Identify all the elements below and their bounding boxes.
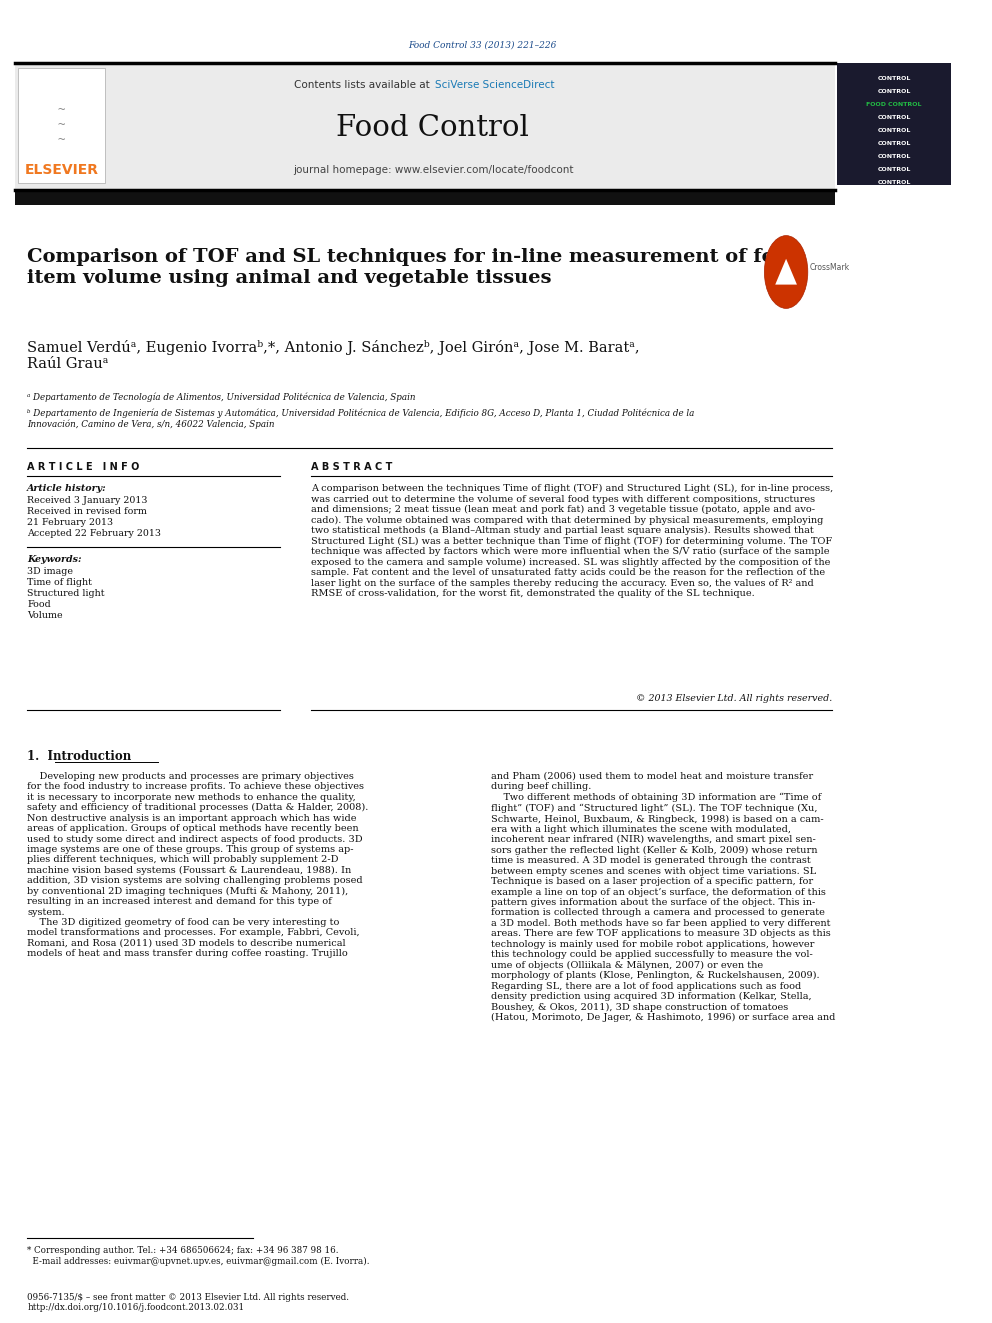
Text: CONTROL: CONTROL xyxy=(877,115,911,120)
Text: Food Control: Food Control xyxy=(336,114,530,142)
Text: and Pham (2006) used them to model heat and moisture transfer
during beef chilli: and Pham (2006) used them to model heat … xyxy=(491,773,835,1023)
Text: 3D image: 3D image xyxy=(27,568,73,576)
Text: FOOD CONTROL: FOOD CONTROL xyxy=(866,102,922,107)
Bar xyxy=(15,64,834,191)
Text: Comparison of TOF and SL techniques for in-line measurement of food
item volume : Comparison of TOF and SL techniques for … xyxy=(27,247,802,287)
Text: 21 February 2013: 21 February 2013 xyxy=(27,519,113,527)
Text: ᵇ Departamento de Ingeniería de Sistemas y Automática, Universidad Politécnica d: ᵇ Departamento de Ingeniería de Sistemas… xyxy=(27,407,694,429)
Text: journal homepage: www.elsevier.com/locate/foodcont: journal homepage: www.elsevier.com/locat… xyxy=(293,165,573,175)
Text: Contents lists available at: Contents lists available at xyxy=(294,79,433,90)
Text: © 2013 Elsevier Ltd. All rights reserved.: © 2013 Elsevier Ltd. All rights reserved… xyxy=(636,695,832,703)
Text: Time of flight: Time of flight xyxy=(27,578,92,587)
Bar xyxy=(18,67,105,183)
Ellipse shape xyxy=(765,235,807,308)
Text: ᵃ Departamento de Tecnología de Alimentos, Universidad Politécnica de Valencia, : ᵃ Departamento de Tecnología de Alimento… xyxy=(27,393,416,402)
Text: CONTROL: CONTROL xyxy=(877,75,911,81)
Text: ELSEVIER: ELSEVIER xyxy=(24,163,98,177)
Bar xyxy=(15,191,834,205)
Text: CONTROL: CONTROL xyxy=(877,153,911,159)
Text: CONTROL: CONTROL xyxy=(877,142,911,146)
Text: 0956-7135/$ – see front matter © 2013 Elsevier Ltd. All rights reserved.
http://: 0956-7135/$ – see front matter © 2013 El… xyxy=(27,1293,349,1312)
Text: SciVerse ScienceDirect: SciVerse ScienceDirect xyxy=(434,79,555,90)
Text: CONTROL: CONTROL xyxy=(877,128,911,134)
Text: Developing new products and processes are primary objectives
for the food indust: Developing new products and processes ar… xyxy=(27,773,369,958)
Text: Structured light: Structured light xyxy=(27,589,105,598)
Text: Received in revised form: Received in revised form xyxy=(27,507,147,516)
Text: CONTROL: CONTROL xyxy=(877,180,911,185)
Text: CrossMark: CrossMark xyxy=(809,263,849,273)
Text: A R T I C L E   I N F O: A R T I C L E I N F O xyxy=(27,462,140,472)
Text: ~
~
~: ~ ~ ~ xyxy=(58,103,65,147)
Text: Samuel Verdúᵃ, Eugenio Ivorraᵇ,*, Antonio J. Sánchezᵇ, Joel Girónᵃ, Jose M. Bara: Samuel Verdúᵃ, Eugenio Ivorraᵇ,*, Antoni… xyxy=(27,340,640,372)
Text: Article history:: Article history: xyxy=(27,484,107,493)
Text: Received 3 January 2013: Received 3 January 2013 xyxy=(27,496,148,505)
Text: Volume: Volume xyxy=(27,611,62,620)
Text: CONTROL: CONTROL xyxy=(877,89,911,94)
Text: A B S T R A C T: A B S T R A C T xyxy=(311,462,393,472)
Text: CONTROL: CONTROL xyxy=(877,167,911,172)
Text: A comparison between the techniques Time of flight (TOF) and Structured Light (S: A comparison between the techniques Time… xyxy=(311,484,833,598)
Text: Food Control 33 (2013) 221–226: Food Control 33 (2013) 221–226 xyxy=(409,41,557,49)
Text: Keywords:: Keywords: xyxy=(27,556,81,564)
Bar xyxy=(836,64,951,185)
Text: * Corresponding author. Tel.: +34 686506624; fax: +34 96 387 98 16.
  E-mail add: * Corresponding author. Tel.: +34 686506… xyxy=(27,1246,370,1266)
Text: 1.  Introduction: 1. Introduction xyxy=(27,750,132,763)
Text: Food: Food xyxy=(27,601,51,609)
Text: Accepted 22 February 2013: Accepted 22 February 2013 xyxy=(27,529,162,538)
